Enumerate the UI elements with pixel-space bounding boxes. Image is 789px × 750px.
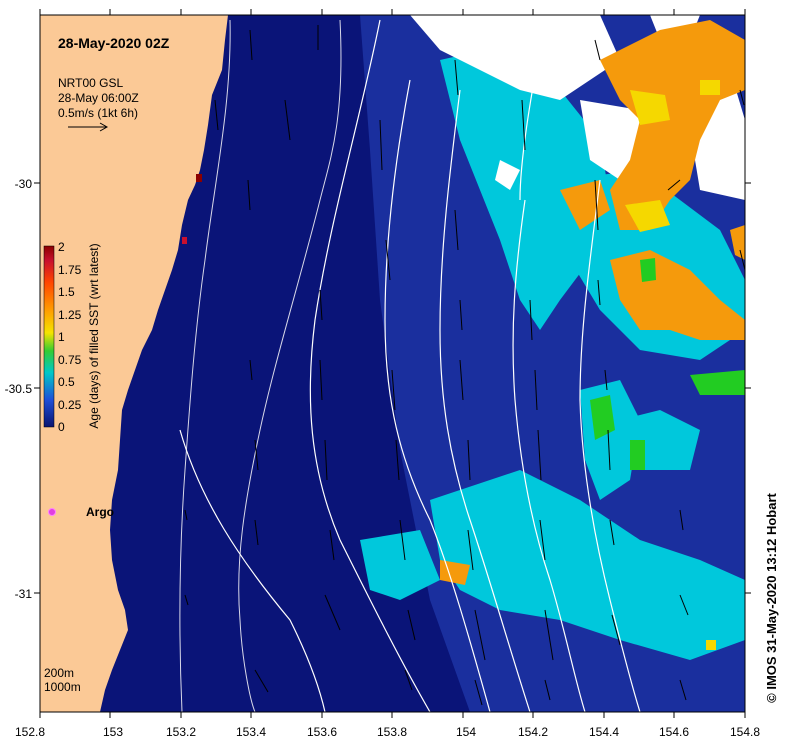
y-tick-labels: -30 -30.5 -31 [5, 177, 33, 601]
y-tick-label: -30 [15, 177, 33, 191]
colorbar-tick: 1.5 [58, 285, 75, 299]
x-tick-label: 153.4 [236, 725, 266, 739]
credit-text: © IMOS 31-May-2020 13:12 Hobart [764, 492, 779, 702]
x-tick-label: 153 [103, 725, 123, 739]
bathymetry-contours [179, 19, 342, 712]
current-legend-line3: 0.5m/s (1kt 6h) [58, 106, 138, 120]
contour-legend-200m: 200m [44, 666, 74, 680]
colorbar: 2 1.75 1.5 1.25 1 0.75 0.5 0.25 0 Age (d… [43, 240, 101, 434]
current-legend: NRT00 GSL 28-May 06:00Z 0.5m/s (1kt 6h) [58, 76, 139, 132]
x-tick-label: 154 [456, 725, 476, 739]
scale-arrow-head [99, 122, 109, 132]
colorbar-tick: 2 [58, 240, 65, 254]
current-vectors [184, 25, 745, 706]
map-layers [40, 15, 745, 712]
x-tick-label: 153.8 [377, 725, 407, 739]
land-mass [40, 15, 228, 712]
colorbar-label: Age (days) of filled SST (wrt latest) [87, 243, 101, 428]
current-legend-line2: 28-May 06:00Z [58, 91, 139, 105]
contour-legend: 200m 1000m [44, 666, 81, 694]
x-tick-label: 154.8 [730, 725, 760, 739]
colorbar-tick: 1.25 [58, 308, 82, 322]
x-tick-label: 154.4 [589, 725, 619, 739]
y-axis [34, 182, 751, 594]
x-axis [39, 9, 746, 718]
yellow-patches [625, 80, 720, 650]
colorbar-tick: 0.5 [58, 375, 75, 389]
argo-icon [48, 508, 56, 516]
x-tick-labels: 152.8 153 153.2 153.4 153.6 153.8 154 15… [15, 725, 760, 739]
colorbar-tick: 1.75 [58, 263, 82, 277]
coastal-pixel [182, 237, 187, 244]
argo-label: Argo [86, 505, 114, 519]
x-tick-label: 152.8 [15, 725, 45, 739]
argo-marker: Argo [48, 505, 114, 519]
colorbar-tick: 0.75 [58, 353, 82, 367]
x-tick-label: 154.2 [518, 725, 548, 739]
colorbar-tick: 0.25 [58, 398, 82, 412]
current-legend-line1: NRT00 GSL [58, 76, 123, 90]
green-patches [590, 258, 745, 470]
colorbar-tick: 0 [58, 420, 65, 434]
y-tick-label: -31 [15, 587, 33, 601]
colorbar-tick: 1 [58, 330, 65, 344]
x-tick-label: 153.6 [307, 725, 337, 739]
map-title: 28-May-2020 02Z [58, 35, 170, 51]
coastal-pixel [196, 174, 202, 182]
y-tick-label: -30.5 [5, 382, 33, 396]
streamlines [179, 19, 641, 712]
x-tick-label: 153.2 [166, 725, 196, 739]
x-tick-label: 154.6 [659, 725, 689, 739]
contour-legend-1000m: 1000m [44, 680, 81, 694]
colorbar-ramp [43, 245, 55, 428]
